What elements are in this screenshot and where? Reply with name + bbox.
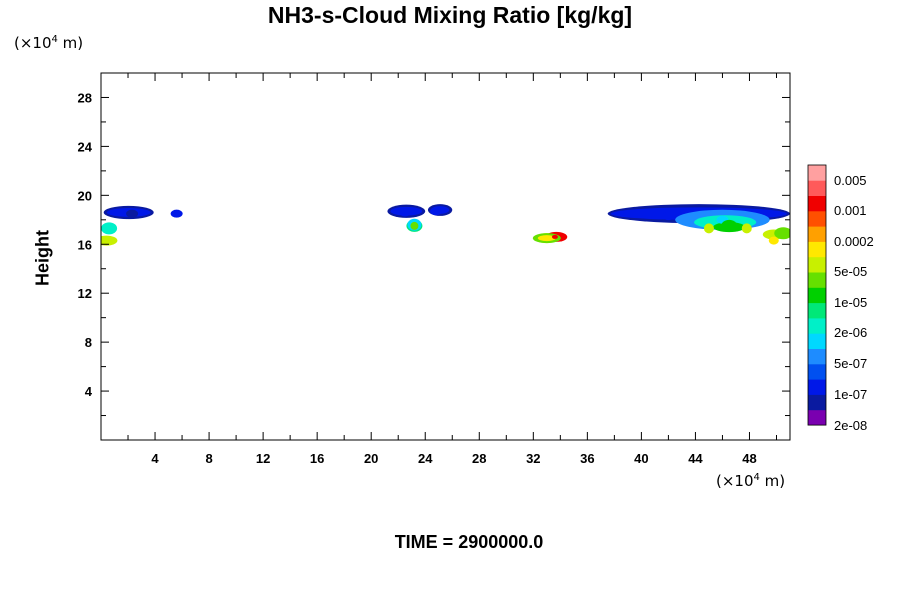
x-tick-label: 24 [418,451,433,466]
colorbar-label: 1e-07 [834,387,867,402]
cloud-patch [170,209,183,218]
colorbar-segment [808,348,826,365]
cloud-core [741,223,752,234]
y-tick-label: 12 [78,286,92,301]
colorbar-segment [808,333,826,349]
time-label: TIME = 2900000.0 [394,532,544,552]
x-tick-label: 48 [742,451,756,466]
y-tick-label: 24 [78,139,93,154]
colorbar-segment [808,226,826,242]
y-tick-label: 4 [85,384,93,399]
y-tick-label: 8 [85,335,92,350]
colorbar-label: 5e-05 [834,264,867,279]
colorbar-segment [808,241,826,258]
chart-title: NH3-s-Cloud Mixing Ratio [kg/kg] [267,2,633,28]
colorbar-frame [807,164,827,426]
y-tick-label: 20 [78,188,92,203]
colorbar-label: 0.005 [834,173,867,188]
y-tick-label: 16 [78,237,92,252]
colorbar-segment [808,379,826,395]
colorbar-segment [808,302,826,319]
cloud-patch [662,212,675,221]
colorbar-label: 2e-08 [834,418,867,433]
y-axis-unit: (×104 m) [14,34,84,52]
colorbar-segment [808,272,826,288]
x-tick-label: 28 [472,451,486,466]
colorbar-segment [808,165,826,181]
cloud-patch [398,208,411,217]
colorbar-segment [808,195,826,212]
x-tick-label: 32 [526,451,540,466]
x-tick-label: 8 [205,451,212,466]
colorbar-label: 1e-05 [834,295,867,310]
colorbar-segment [808,287,826,304]
cloud-core [551,234,558,239]
cloud-patch [430,207,443,216]
colorbar-label: 2e-06 [834,325,867,340]
x-tick-label: 36 [580,451,594,466]
cloud-layer [101,204,790,246]
x-tick-label: 20 [364,451,378,466]
colorbar-segment [808,363,826,380]
colorbar: 0.005 0.001 0.0002 5e-05 1e-05 2e-06 5e-07 1e-0… [807,164,874,433]
colorbar-label: 0.0002 [834,234,874,249]
cloud-core [768,236,779,245]
x-tick-label: 4 [151,451,159,466]
cloud-core [537,235,556,242]
x-axis-unit: (×104 m) [716,472,786,490]
colorbar-label: 0.001 [834,203,867,218]
cloud-patch [126,209,139,218]
x-tick-label: 12 [256,451,270,466]
x-tick-label: 44 [688,451,703,466]
colorbar-segment [808,210,826,227]
cloud-patch [721,219,738,232]
plot-frame [100,72,791,441]
colorbar-segment [808,318,826,334]
x-tick-label: 40 [634,451,648,466]
cloud-core [703,223,714,234]
colorbar-segment [808,256,826,273]
cloud-patch [101,235,118,246]
colorbar-label: 5e-07 [834,356,867,371]
x-tick-label: 16 [310,451,324,466]
colorbar-segment [808,394,826,411]
colorbar-segment [808,180,826,196]
colorbar-segment [808,409,826,426]
cloud-core [774,227,790,240]
cloud-drop-core [410,221,419,230]
y-tick-label: 28 [78,90,92,105]
cloud-patch [101,222,118,235]
